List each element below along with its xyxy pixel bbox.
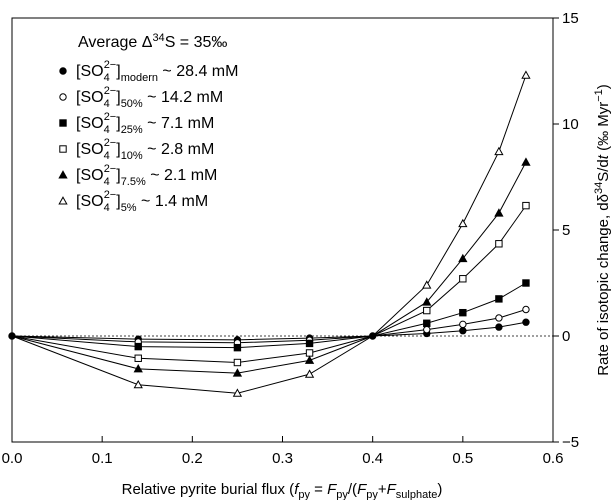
legend-entry: [SO42−]50% ~ 14.2 mM	[76, 85, 223, 110]
data-point	[422, 280, 432, 289]
legend-entry: [SO42−]7.5% ~ 2.1 mM	[76, 163, 217, 188]
data-point	[495, 314, 503, 322]
series-markers	[8, 70, 531, 397]
data-point	[459, 275, 467, 283]
x-tick-label: 0.2	[182, 450, 203, 467]
data-point	[495, 295, 503, 303]
data-point	[232, 388, 243, 397]
data-point	[233, 358, 242, 367]
legend-marker	[59, 67, 67, 75]
data-point	[423, 306, 431, 315]
data-point	[133, 364, 143, 373]
x-tick-label: 0.3	[272, 450, 293, 467]
x-tick-label: 0.4	[362, 450, 383, 467]
data-point	[522, 318, 530, 326]
data-point	[522, 201, 530, 210]
x-tick-label: 0.1	[92, 450, 113, 467]
legend-marker	[58, 170, 68, 179]
data-point	[133, 379, 143, 389]
legend-entry: [SO42−]25% ~ 7.1 mM	[76, 111, 214, 136]
data-point	[423, 319, 431, 327]
y-tick-label: 5	[562, 222, 570, 239]
x-axis-label: Relative pyrite burial flux (fpy = Fpy/(…	[122, 481, 443, 500]
legend-marker	[59, 119, 67, 127]
y-tick-label: 0	[562, 328, 570, 345]
data-point	[233, 343, 242, 352]
legend-marker	[58, 196, 68, 205]
data-point	[305, 339, 314, 348]
x-axis-ticks: 0.0 0.1 0.2 0.3 0.4 0.5 0.6	[2, 436, 564, 467]
data-point	[368, 332, 377, 340]
data-point	[422, 297, 432, 306]
data-point	[459, 320, 467, 329]
legend-title: Average Δ34S = 35‰	[78, 32, 227, 51]
data-point	[459, 327, 467, 335]
y-axis-ticks: −5 0 5 10 15	[553, 10, 579, 451]
data-point	[423, 325, 431, 334]
plot-frame	[11, 17, 554, 443]
data-point	[458, 218, 468, 228]
data-point	[458, 253, 468, 263]
data-point	[521, 70, 531, 79]
data-point	[521, 157, 531, 166]
data-point	[8, 332, 16, 340]
x-tick-label: 0.5	[452, 450, 473, 467]
data-point	[305, 349, 314, 357]
legend-entry: [SO42−]10% ~ 2.8 mM	[76, 137, 214, 162]
data-point	[495, 240, 503, 248]
legend-entry: [SO42−]5% ~ 1.4 mM	[76, 189, 208, 214]
data-point	[134, 354, 142, 362]
y-tick-label: 15	[562, 10, 579, 27]
data-point	[494, 146, 504, 156]
data-point	[232, 368, 243, 377]
data-point	[522, 279, 530, 287]
legend-marker	[59, 93, 67, 101]
y-axis-label: Rate of isotopic change, dδ34S/dt (‰ Myr…	[593, 84, 612, 376]
x-tick-label: 0.6	[543, 450, 564, 467]
data-point	[134, 342, 142, 351]
y-tick-label: −5	[562, 434, 579, 451]
x-tick-label: 0.0	[2, 450, 23, 467]
data-point	[522, 305, 530, 314]
data-point	[304, 355, 315, 364]
legend-marker	[59, 145, 67, 153]
legend-entry: [SO42−]modern ~ 28.4 mM	[76, 59, 238, 84]
series-line-1	[11, 321, 527, 341]
legend: Average Δ34S = 35‰ [SO42−]modern ~ 28.4 m…	[58, 32, 238, 214]
y-tick-label: 10	[562, 116, 579, 133]
data-point	[495, 323, 503, 331]
data-point	[459, 308, 467, 317]
data-point	[304, 369, 315, 378]
data-point	[494, 208, 504, 217]
